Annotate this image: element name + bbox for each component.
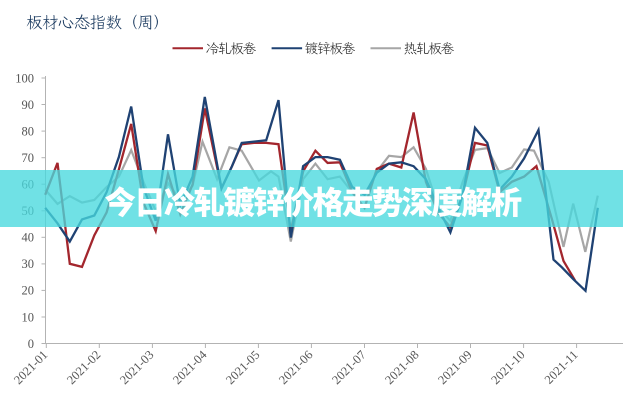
svg-text:70: 70 xyxy=(22,151,35,165)
svg-text:10: 10 xyxy=(22,310,35,324)
svg-text:20: 20 xyxy=(22,284,35,298)
svg-text:0: 0 xyxy=(28,337,34,351)
svg-text:30: 30 xyxy=(22,257,35,271)
svg-text:100: 100 xyxy=(15,71,34,85)
svg-text:40: 40 xyxy=(22,231,35,245)
svg-text:90: 90 xyxy=(22,98,35,112)
svg-text:80: 80 xyxy=(22,124,35,138)
